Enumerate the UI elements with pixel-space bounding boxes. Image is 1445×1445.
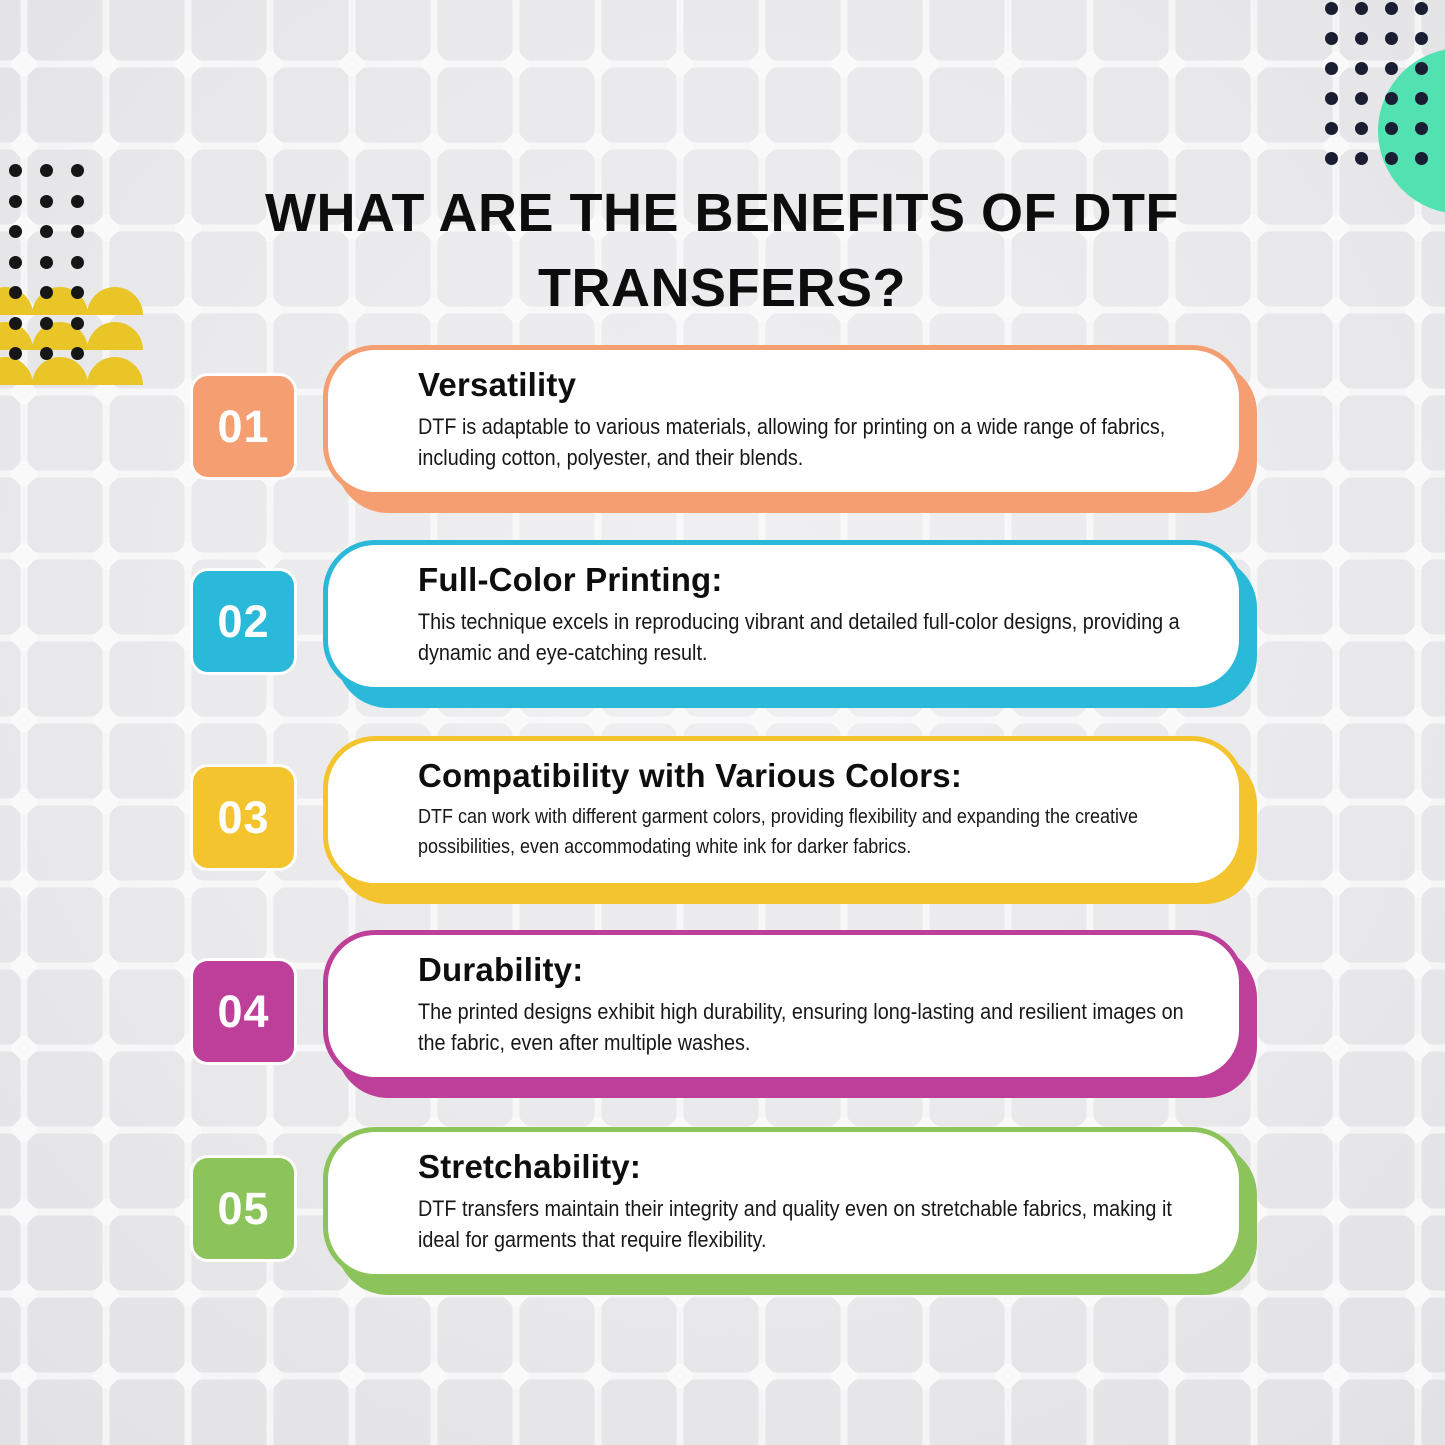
dot-shape xyxy=(1355,32,1368,45)
benefit-row-1: 01 Versatility DTF is adaptable to vario… xyxy=(0,345,1445,520)
card-body: This technique excels in reproducing vib… xyxy=(418,609,1180,665)
dot-shape xyxy=(71,255,84,269)
dot-shape xyxy=(1325,32,1338,45)
dot-shape xyxy=(9,164,22,177)
benefit-card: Versatility DTF is adaptable to various … xyxy=(323,345,1244,497)
dot-shape xyxy=(40,194,53,208)
dot-shape xyxy=(1385,92,1398,105)
dot-shape xyxy=(1325,152,1338,165)
benefit-card: Stretchability: DTF transfers maintain t… xyxy=(323,1127,1244,1279)
dot-shape xyxy=(1355,152,1368,165)
dot-shape xyxy=(1415,122,1428,135)
benefit-card: Durability: The printed designs exhibit … xyxy=(323,930,1244,1082)
dot-shape xyxy=(1325,2,1338,15)
dot-shape xyxy=(1355,92,1368,105)
dot-shape xyxy=(9,194,22,208)
dot-shape xyxy=(1415,32,1428,45)
dot-shape xyxy=(1415,92,1428,105)
card-title: Versatility xyxy=(418,366,577,403)
card-title: Compatibility with Various Colors: xyxy=(418,757,963,794)
dot-shape xyxy=(40,225,53,238)
dot-shape xyxy=(1325,62,1338,75)
card-body: DTF can work with different garment colo… xyxy=(418,806,1139,858)
dot-shape xyxy=(1325,122,1338,135)
card-number-badge: 04 xyxy=(190,958,297,1065)
card-number-badge: 05 xyxy=(190,1155,297,1262)
dot-shape xyxy=(1385,122,1398,135)
benefit-card: Compatibility with Various Colors: DTF c… xyxy=(323,736,1244,888)
dot-shape xyxy=(71,164,84,177)
benefit-row-4: 04 Durability: The printed designs exhib… xyxy=(0,930,1445,1105)
dot-shape xyxy=(40,255,53,269)
dot-shape xyxy=(1325,92,1338,105)
dot-shape xyxy=(9,255,22,269)
card-number-badge: 01 xyxy=(190,373,297,480)
dot-shape xyxy=(1385,32,1398,45)
dot-shape xyxy=(1415,2,1428,15)
dot-shape xyxy=(1385,152,1398,165)
dot-shape xyxy=(9,347,22,360)
dot-shape xyxy=(9,316,22,330)
dot-shape xyxy=(1385,2,1398,15)
card-number-badge: 02 xyxy=(190,568,297,675)
card-title: Durability: xyxy=(418,951,584,988)
dot-shape xyxy=(40,347,53,360)
right-dot-grid xyxy=(1325,2,1445,187)
dot-shape xyxy=(40,286,53,299)
dot-shape xyxy=(9,286,22,299)
dot-shape xyxy=(1355,62,1368,75)
card-body: DTF is adaptable to various materials, a… xyxy=(418,414,1166,470)
left-dot-grid xyxy=(9,164,119,404)
dot-shape xyxy=(71,225,84,238)
dot-shape xyxy=(40,316,53,330)
card-title: Stretchability: xyxy=(418,1148,642,1185)
dot-shape xyxy=(1385,62,1398,75)
dot-shape xyxy=(71,316,84,330)
dot-shape xyxy=(71,347,84,360)
dot-shape xyxy=(1355,122,1368,135)
card-body: DTF transfers maintain their integrity a… xyxy=(418,1196,1172,1252)
benefit-row-3: 03 Compatibility with Various Colors: DT… xyxy=(0,736,1445,911)
benefit-card: Full-Color Printing: This technique exce… xyxy=(323,540,1244,692)
dot-shape xyxy=(71,286,84,299)
card-number-badge: 03 xyxy=(190,764,297,871)
dot-shape xyxy=(1415,152,1428,165)
dot-shape xyxy=(9,225,22,238)
card-title: Full-Color Printing: xyxy=(418,561,723,598)
dot-shape xyxy=(40,164,53,177)
dot-shape xyxy=(1355,2,1368,15)
dot-shape xyxy=(71,194,84,208)
page-title: WHAT ARE THE BENEFITS OF DTF TRANSFERS? xyxy=(265,183,1179,319)
benefit-row-5: 05 Stretchability: DTF transfers maintai… xyxy=(0,1127,1445,1302)
benefit-row-2: 02 Full-Color Printing: This technique e… xyxy=(0,540,1445,715)
card-body: The printed designs exhibit high durabil… xyxy=(418,999,1184,1055)
dot-shape xyxy=(1415,62,1428,75)
